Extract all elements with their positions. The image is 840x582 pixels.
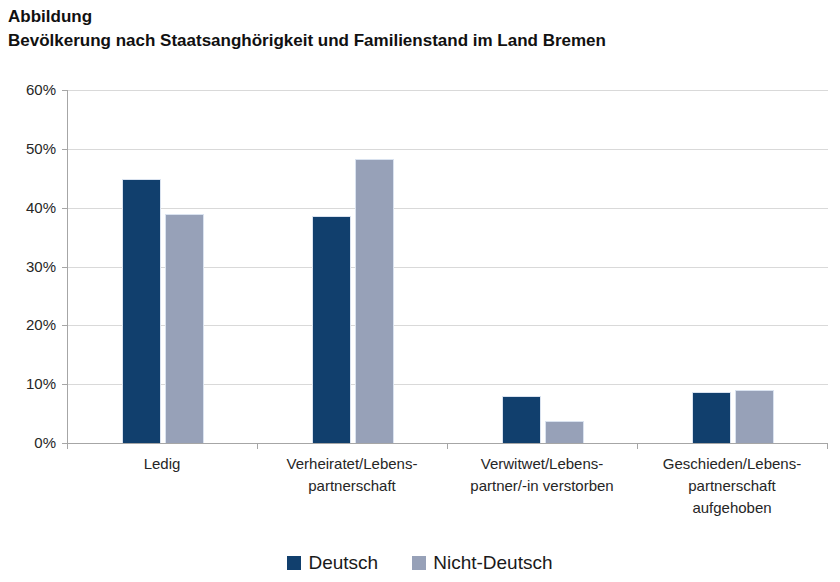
plot-area — [67, 90, 828, 444]
bar-deutsch-1 — [312, 216, 351, 443]
legend-item-nicht-deutsch: Nicht-Deutsch — [412, 551, 552, 575]
y-axis-tick-mark — [62, 149, 67, 150]
legend-item-deutsch: Deutsch — [287, 551, 378, 575]
legend-label: Deutsch — [308, 551, 378, 575]
x-axis-category-label: Verheiratet/Lebens- partnerschaft — [257, 453, 447, 497]
x-axis-category-label: Geschieden/Lebens- partnerschaft aufgeho… — [637, 453, 827, 519]
x-axis-tick-mark — [637, 444, 638, 449]
y-axis-tick-label: 60% — [0, 81, 56, 99]
x-axis-category-label: Verwitwet/Lebens- partner/-in verstorben — [447, 453, 637, 497]
figure-bremen-familienstand: Abbildung Bevölkerung nach Staatsanghöri… — [0, 0, 840, 582]
bar-deutsch-3 — [692, 392, 731, 443]
y-axis-tick-label: 0% — [0, 434, 56, 452]
y-axis-tick-mark — [62, 384, 67, 385]
gridline-60 — [68, 90, 828, 91]
y-axis-tick-label: 10% — [0, 375, 56, 393]
y-axis-tick-label: 20% — [0, 316, 56, 334]
bar-nicht-deutsch-3 — [735, 390, 774, 443]
figure-kicker: Abbildung — [8, 5, 606, 29]
y-axis-tick-label: 40% — [0, 199, 56, 217]
legend-label: Nicht-Deutsch — [433, 551, 552, 575]
gridline-50 — [68, 149, 828, 150]
bar-nicht-deutsch-0 — [165, 214, 204, 443]
x-axis-tick-mark — [447, 444, 448, 449]
x-axis-category-label: Ledig — [67, 453, 257, 475]
y-axis-tick-mark — [62, 208, 67, 209]
bar-deutsch-2 — [502, 396, 541, 443]
figure-title: Bevölkerung nach Staatsanghörigkeit und … — [8, 29, 606, 53]
y-axis-tick-label: 30% — [0, 258, 56, 276]
y-axis-tick-mark — [62, 325, 67, 326]
legend-swatch-icon — [287, 556, 301, 570]
gridline-40 — [68, 208, 828, 209]
figure-header: Abbildung Bevölkerung nach Staatsanghöri… — [8, 5, 606, 53]
bar-nicht-deutsch-1 — [355, 159, 394, 443]
legend-swatch-icon — [412, 556, 426, 570]
bar-deutsch-0 — [122, 179, 161, 443]
y-axis-tick-mark — [62, 267, 67, 268]
x-axis-tick-mark — [67, 444, 68, 449]
y-axis-tick-label: 50% — [0, 140, 56, 158]
legend: Deutsch Nicht-Deutsch — [0, 551, 840, 575]
y-axis-tick-mark — [62, 90, 67, 91]
x-axis-tick-mark — [257, 444, 258, 449]
x-axis-tick-mark — [827, 444, 828, 449]
bar-nicht-deutsch-2 — [545, 421, 584, 443]
